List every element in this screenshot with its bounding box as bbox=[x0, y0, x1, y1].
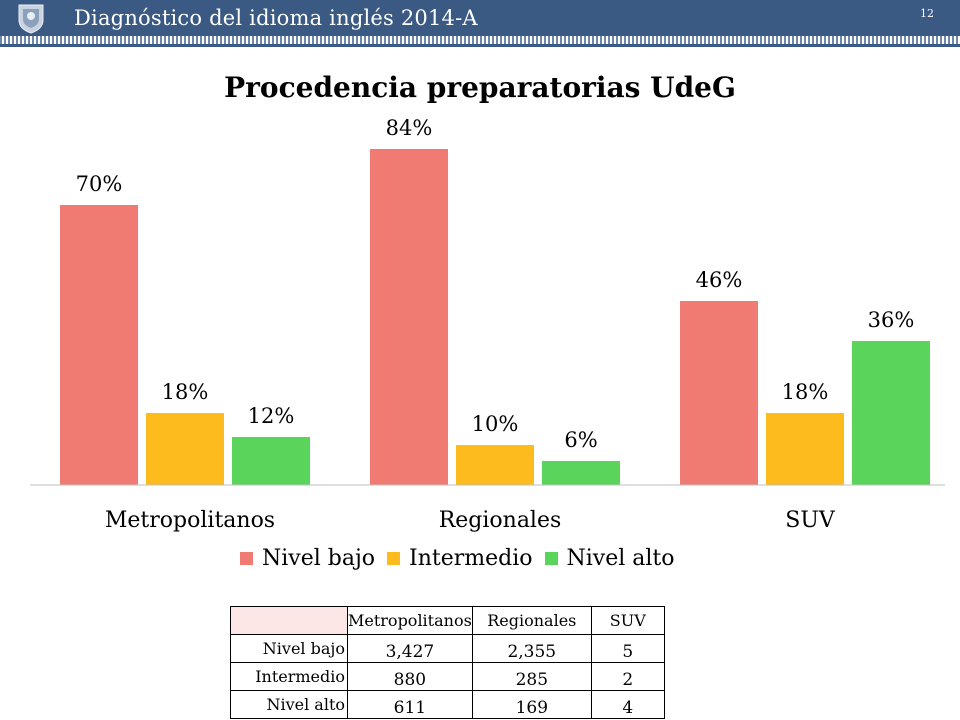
bar-intermedio-metropolitanos bbox=[146, 413, 224, 485]
legend-item-nivel-bajo: Nivel bajo bbox=[240, 546, 375, 571]
data-label: 10% bbox=[472, 412, 519, 436]
table-cell: 285 bbox=[471, 662, 592, 691]
table-row: Nivel alto 611 169 4 bbox=[230, 690, 665, 719]
table-cell: 169 bbox=[471, 690, 592, 719]
table-cell: 611 bbox=[347, 690, 473, 719]
table-corner-cell bbox=[230, 606, 348, 635]
table-col-header: Regionales bbox=[471, 606, 592, 635]
slide-header: Diagnóstico del idioma inglés 2014-A 12 bbox=[0, 0, 960, 36]
bar-intermedio-suv bbox=[766, 413, 844, 485]
data-label: 84% bbox=[386, 116, 433, 140]
data-label: 6% bbox=[564, 428, 597, 452]
university-crest-icon bbox=[18, 4, 44, 34]
table-cell: 2 bbox=[590, 662, 665, 691]
legend-label-nivel-alto: Nivel alto bbox=[566, 546, 675, 571]
category-label: Metropolitanos bbox=[105, 508, 275, 533]
table-row-label: Intermedio bbox=[230, 662, 348, 691]
table-cell: 4 bbox=[590, 690, 665, 719]
bar-nivel-bajo-suv bbox=[680, 301, 758, 485]
header-divider bbox=[0, 44, 960, 47]
category-label: SUV bbox=[785, 508, 836, 533]
bar-nivel-bajo-metropolitanos bbox=[60, 205, 138, 485]
table-cell: 880 bbox=[347, 662, 473, 691]
counts-table: Metropolitanos Regionales SUV Nivel bajo… bbox=[230, 606, 665, 719]
data-label: 46% bbox=[696, 268, 743, 292]
table-row-label: Nivel bajo bbox=[230, 634, 348, 663]
table-row-label: Nivel alto bbox=[230, 690, 348, 719]
bar-nivel-alto-suv bbox=[852, 341, 930, 485]
table-col-header: Metropolitanos bbox=[347, 606, 473, 635]
page-number: 12 bbox=[920, 7, 934, 20]
legend-label-intermedio: Intermedio bbox=[409, 546, 533, 571]
table-cell: 3,427 bbox=[347, 634, 473, 663]
table-col-header: SUV bbox=[590, 606, 665, 635]
header-stripe bbox=[0, 36, 960, 44]
data-label: 18% bbox=[162, 380, 209, 404]
legend-swatch-intermedio bbox=[387, 552, 401, 565]
table-row: Intermedio 880 285 2 bbox=[230, 662, 665, 691]
bar-nivel-alto-regionales bbox=[542, 461, 620, 485]
chart-title: Procedencia preparatorias UdeG bbox=[224, 71, 736, 104]
table-cell: 5 bbox=[590, 634, 665, 663]
header-title: Diagnóstico del idioma inglés 2014-A bbox=[74, 6, 478, 30]
category-label: Regionales bbox=[439, 508, 562, 533]
table-cell: 2,355 bbox=[471, 634, 592, 663]
table-row: Nivel bajo 3,427 2,355 5 bbox=[230, 634, 665, 663]
bar-chart: Procedencia preparatorias UdeG 70% 18% 12%… bbox=[30, 71, 945, 533]
legend-item-nivel-alto: Nivel alto bbox=[544, 546, 675, 571]
legend-item-intermedio: Intermedio bbox=[387, 546, 533, 571]
data-label: 70% bbox=[76, 172, 123, 196]
data-label: 18% bbox=[782, 380, 829, 404]
data-label: 12% bbox=[248, 404, 295, 428]
legend-swatch-nivel-bajo bbox=[240, 552, 253, 565]
data-label: 36% bbox=[868, 308, 915, 332]
bar-nivel-bajo-regionales bbox=[370, 149, 448, 485]
legend-label-nivel-bajo: Nivel bajo bbox=[262, 546, 376, 571]
bar-intermedio-regionales bbox=[456, 445, 534, 485]
chart-legend: Nivel bajo Intermedio Nivel alto bbox=[240, 546, 687, 571]
bar-nivel-alto-metropolitanos bbox=[232, 437, 310, 485]
legend-swatch-nivel-alto bbox=[544, 552, 558, 565]
table-header-row: Metropolitanos Regionales SUV bbox=[230, 606, 665, 635]
